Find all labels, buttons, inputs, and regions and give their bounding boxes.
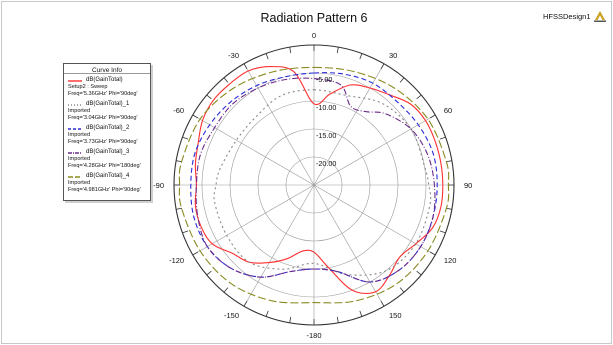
legend-entry[interactable]: dB(GainTotal)_1 Imported Freq='3.04GHz' Ph… <box>64 100 150 122</box>
legend-entry-detail: Imported <box>68 132 91 138</box>
angle-label: 60 <box>444 106 452 115</box>
angle-tick <box>380 63 385 70</box>
angle-tick <box>243 63 248 70</box>
legend-entry-detail: Freq='3.73GHz' Phi='90deg' <box>68 139 138 145</box>
angle-tick <box>429 114 436 119</box>
radial-tick-label: -5.00 <box>316 75 332 84</box>
polar-grid <box>173 44 455 326</box>
angle-tick <box>206 270 212 276</box>
angle-label: -30 <box>228 51 239 60</box>
angle-tick <box>192 114 199 119</box>
legend-line-swatch <box>68 152 82 154</box>
grid-spoke <box>243 184 315 307</box>
grid-spoke <box>313 63 385 186</box>
angle-tick <box>176 160 183 163</box>
angle-tick <box>439 136 446 140</box>
legend-entry[interactable]: dB(GainTotal)_3 Imported Freq='4.28GHz' Ph… <box>64 148 150 170</box>
radial-tick-label: -20.00 <box>316 159 336 168</box>
pattern-curve-1 <box>213 89 432 276</box>
angle-tick <box>176 207 183 210</box>
angle-label: -120 <box>169 256 184 265</box>
angle-label: 90 <box>464 181 472 190</box>
legend-entry-name: dB(GainTotal)_2 <box>86 125 130 131</box>
angle-tick <box>439 230 446 234</box>
legend-entry-detail: Freq='5.36GHz' Phi='90deg' <box>68 91 138 97</box>
angle-label: 30 <box>389 51 397 60</box>
angle-label: -150 <box>224 311 239 320</box>
angle-label: 120 <box>444 256 457 265</box>
legend-entry-name: dB(GainTotal)_1 <box>86 101 130 107</box>
pattern-curve-3 <box>195 77 436 283</box>
legend-entry-detail: Imported <box>68 180 91 186</box>
angle-tick <box>399 287 405 293</box>
angle-tick <box>182 136 189 140</box>
legend-entry[interactable]: dB(GainTotal)_2 Imported Freq='3.73GHz' Ph… <box>64 124 150 146</box>
angle-tick <box>182 230 189 234</box>
legend-line-swatch <box>68 104 82 106</box>
angle-tick <box>416 94 422 100</box>
angle-tick <box>289 316 292 323</box>
legend-line-swatch <box>68 176 82 178</box>
radial-tick-label: -10.00 <box>316 103 336 112</box>
pattern-curve-2 <box>190 72 438 283</box>
legend[interactable]: Curve Info dB(GainTotal) Setup2 : Sweep Fr… <box>63 63 151 201</box>
pattern-curve-0 <box>194 66 444 294</box>
pattern-curves <box>178 66 450 304</box>
angle-tick <box>223 77 229 83</box>
legend-entry[interactable]: dB(GainTotal)_4 Imported Freq='4.981GHz' P… <box>64 172 150 194</box>
angle-tick <box>223 287 229 293</box>
legend-line-swatch <box>68 80 82 82</box>
angle-tick <box>243 300 248 307</box>
legend-entry-detail: Freq='3.04GHz' Phi='90deg' <box>68 115 138 121</box>
angle-tick <box>445 207 452 210</box>
grid-spoke <box>192 184 315 256</box>
angle-tick <box>289 47 292 54</box>
angle-tick <box>336 47 339 54</box>
radial-tick-label: -15.00 <box>316 131 336 140</box>
angle-tick <box>265 310 269 317</box>
grid-spoke <box>313 184 385 307</box>
angle-label: -90 <box>153 181 164 190</box>
axis-labels: -5.00 -10.00 -15.00 -20.00 0 30 60 90 120 150 -180… <box>153 31 472 340</box>
angle-tick <box>336 316 339 323</box>
angle-tick <box>399 77 405 83</box>
angle-tick <box>429 251 436 256</box>
ansys-logo-icon <box>594 11 606 22</box>
grid-spoke <box>313 114 436 186</box>
legend-entry[interactable]: dB(GainTotal) Setup2 : Sweep Freq='5.36GHz… <box>64 76 150 98</box>
legend-entries: dB(GainTotal) Setup2 : Sweep Freq='5.36GHz… <box>64 76 150 194</box>
legend-entry-name: dB(GainTotal) <box>86 77 123 83</box>
legend-entry-detail: Freq='4.981GHz' Phi='90deg' <box>68 187 141 193</box>
grid-spoke <box>192 114 315 186</box>
legend-entry-detail: Setup2 : Sweep <box>68 84 108 90</box>
angle-tick <box>359 53 363 60</box>
angle-tick <box>445 160 452 163</box>
angle-tick <box>380 300 385 307</box>
chart-title: Radiation Pattern 6 <box>260 11 367 25</box>
grid-spoke <box>313 184 436 256</box>
legend-entry-detail: Freq='4.28GHz' Phi='180deg' <box>68 163 141 169</box>
grid-spoke <box>243 63 315 186</box>
pattern-curve-4 <box>178 66 450 304</box>
angle-tick <box>206 94 212 100</box>
angle-label: -180 <box>306 331 321 340</box>
angle-tick <box>265 53 269 60</box>
legend-title: Curve Info <box>64 64 150 74</box>
legend-entry-detail: Imported <box>68 156 91 162</box>
angle-tick <box>416 270 422 276</box>
angle-label: 0 <box>312 31 316 40</box>
legend-line-swatch <box>68 128 82 130</box>
design-name-label: HFSSDesign1 <box>543 12 591 21</box>
angle-tick <box>192 251 199 256</box>
legend-entry-name: dB(GainTotal)_3 <box>86 149 130 155</box>
legend-entry-detail: Imported <box>68 108 91 114</box>
angle-label: -60 <box>173 106 184 115</box>
angle-label: 150 <box>389 311 402 320</box>
legend-entry-name: dB(GainTotal)_4 <box>86 173 130 179</box>
angle-tick <box>359 310 363 317</box>
